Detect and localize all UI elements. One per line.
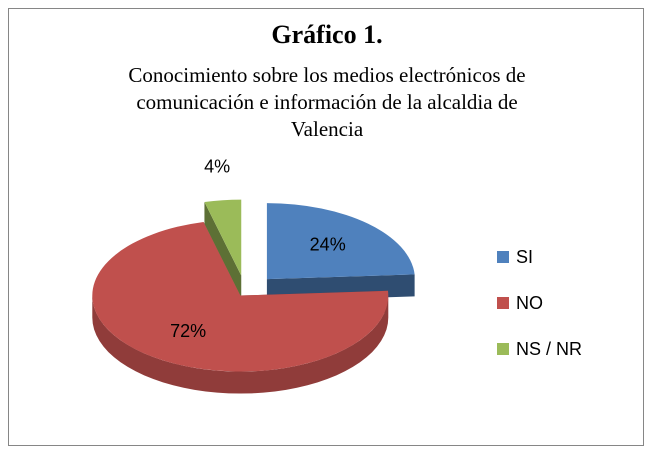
legend-swatch [497, 251, 509, 263]
slice [266, 203, 415, 280]
data-label: 24% [310, 235, 346, 255]
chart-title: Gráfico 1. [271, 20, 383, 49]
chart-border [8, 8, 644, 446]
slice [204, 199, 242, 276]
legend-swatch [497, 297, 509, 309]
slice-side [204, 202, 242, 298]
chart-subtitle: Conocimiento sobre los medios electrónic… [128, 63, 526, 141]
legend-label: SI [516, 247, 533, 267]
data-label: 72% [170, 321, 206, 341]
slice-edge [92, 295, 389, 394]
legend-label: NO [516, 293, 543, 313]
legend-swatch [497, 343, 509, 355]
slice [92, 221, 389, 372]
data-label: 4% [204, 156, 230, 176]
legend-label: NS / NR [516, 339, 582, 359]
